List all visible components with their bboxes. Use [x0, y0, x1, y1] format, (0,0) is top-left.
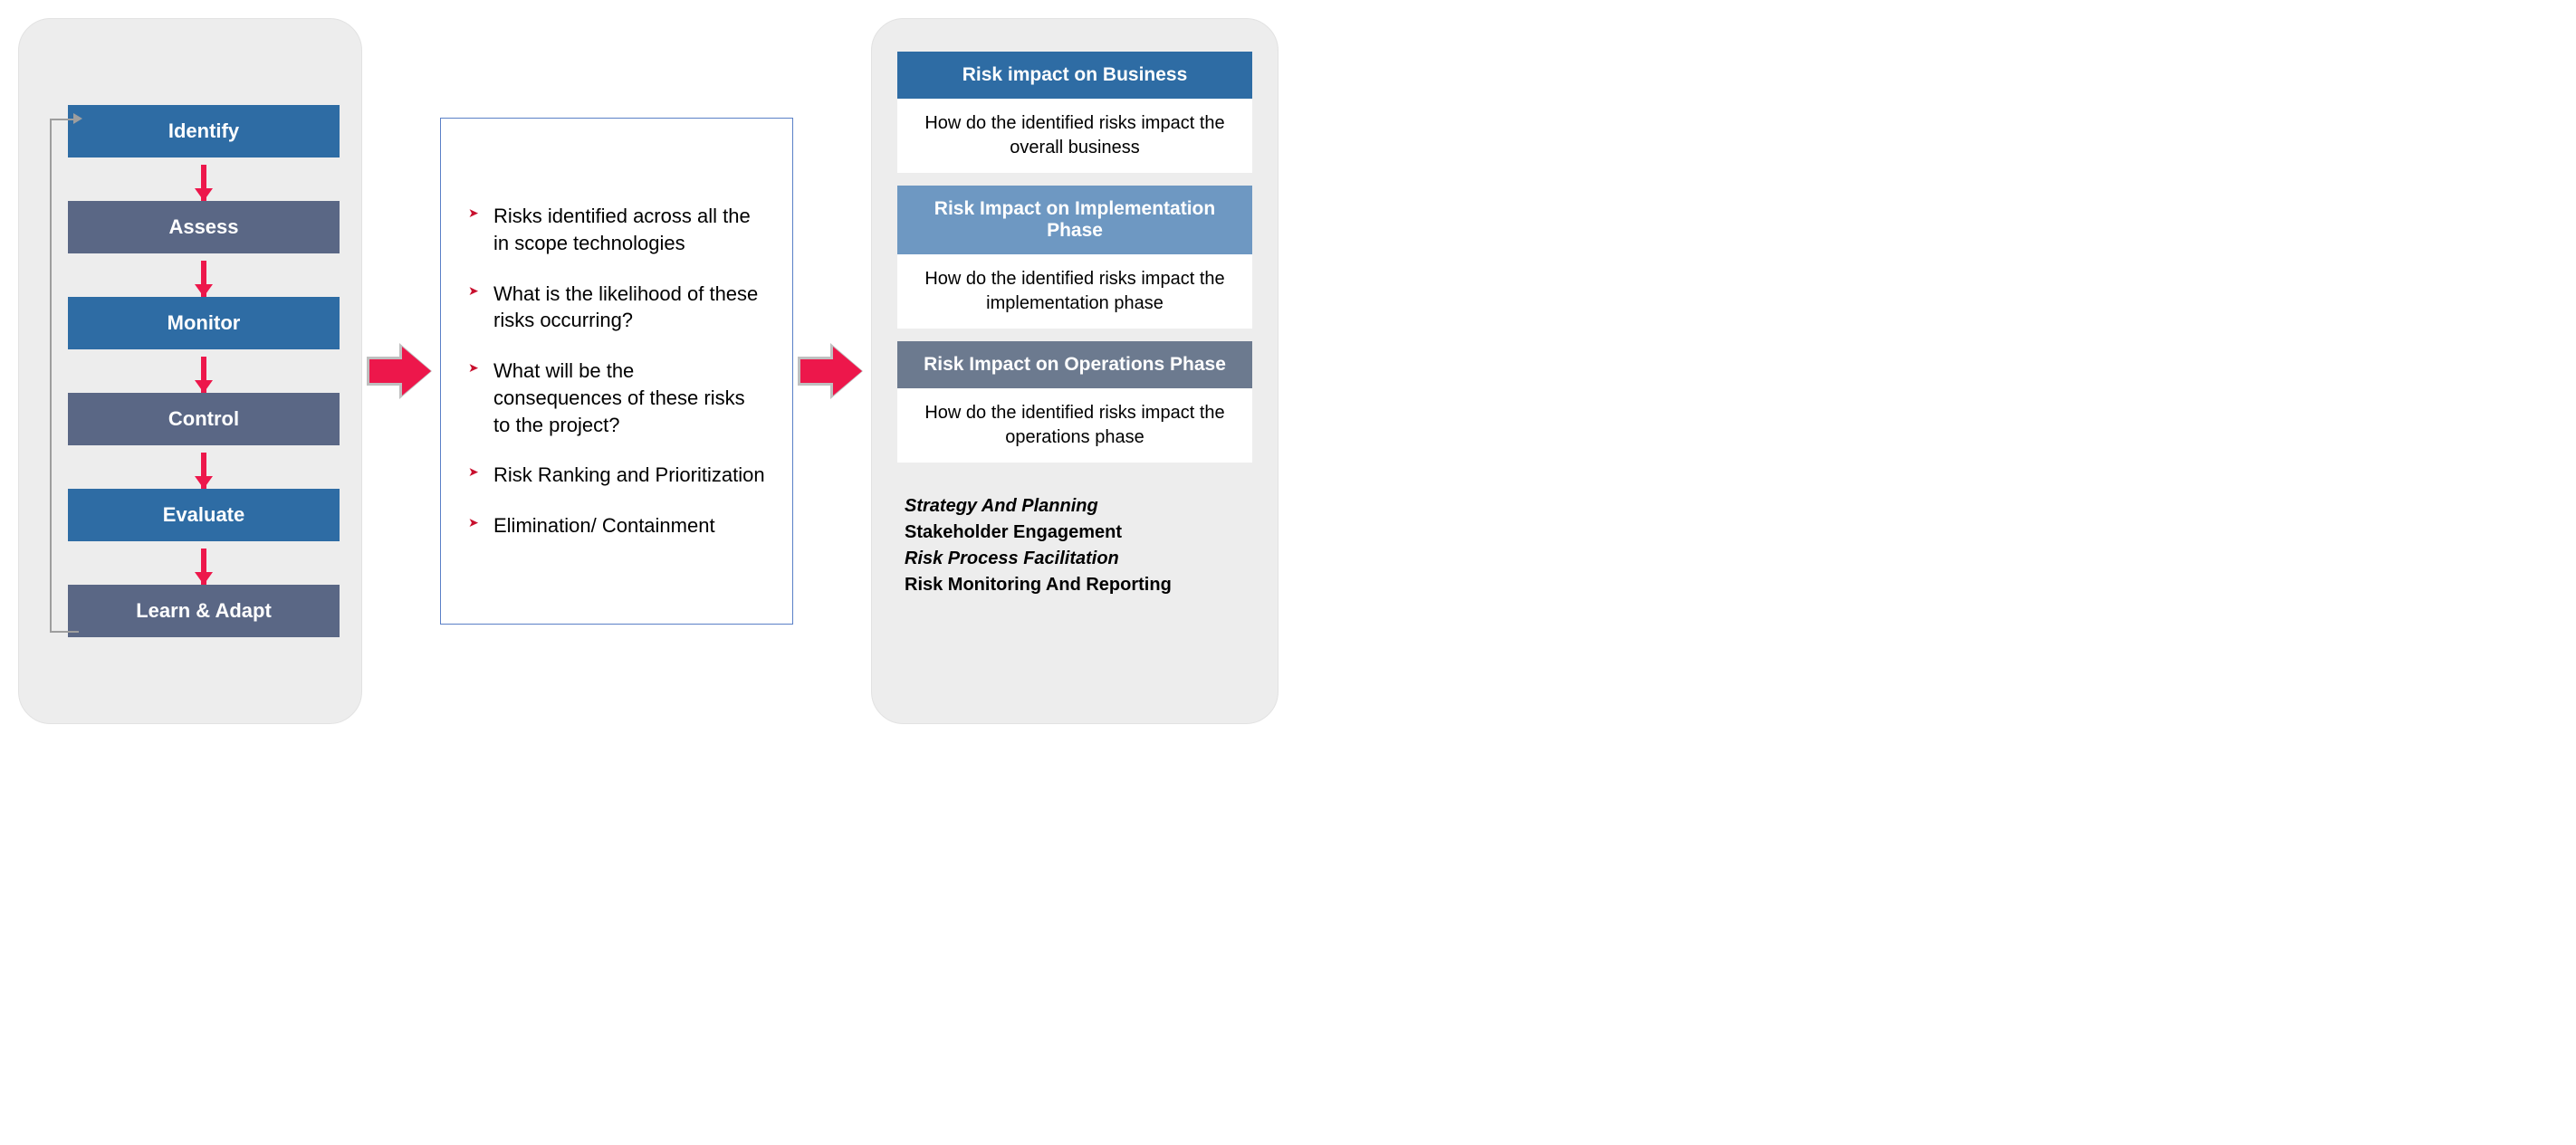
step-identify: Identify [68, 105, 340, 157]
footer-item: Strategy And Planning [905, 493, 1252, 520]
feedback-loop-arrowhead [73, 113, 82, 124]
feedback-loop-bottom [50, 631, 79, 633]
step-control: Control [68, 393, 340, 445]
step-monitor: Monitor [68, 297, 340, 349]
footer-item: Risk Monitoring And Reporting [905, 572, 1252, 598]
impact-section-body: How do the identified risks impact the o… [897, 99, 1252, 173]
impact-section-body: How do the identified risks impact the o… [897, 388, 1252, 463]
impact-panel: Risk impact on BusinessHow do the identi… [871, 18, 1278, 724]
bullet-text: What is the likelihood of these risks oc… [493, 281, 765, 334]
impact-section-head: Risk Impact on Implementation Phase [897, 186, 1252, 254]
bullet-item: Risks identified across all the in scope… [468, 203, 765, 256]
chevron-icon [468, 363, 481, 376]
bullet-item: Risk Ranking and Prioritization [468, 462, 765, 489]
step-stack: Identify Assess Monitor Control Evaluate Lear… [68, 105, 340, 637]
feedback-loop-line [50, 119, 52, 631]
down-arrow-icon [195, 157, 213, 201]
chevron-icon [468, 208, 481, 221]
bullet-list: Risks identified across all the in scope… [468, 203, 765, 539]
impact-section-head: Risk impact on Business [897, 52, 1252, 99]
chevron-icon [468, 286, 481, 299]
down-arrow-icon [195, 349, 213, 393]
impact-sections: Risk impact on BusinessHow do the identi… [897, 52, 1252, 475]
step-assess: Assess [68, 201, 340, 253]
down-arrow-icon [195, 253, 213, 297]
down-arrow-icon [195, 541, 213, 585]
connector-arrow-2 [800, 339, 864, 403]
chevron-icon [468, 518, 481, 530]
footer-item: Stakeholder Engagement [905, 520, 1252, 546]
bullet-item: What will be the consequences of these r… [468, 358, 765, 438]
assessment-questions-panel: Risks identified across all the in scope… [440, 118, 793, 625]
bullet-item: Elimination/ Containment [468, 512, 765, 539]
impact-section-body: How do the identified risks impact the i… [897, 254, 1252, 329]
diagram-canvas: Identify Assess Monitor Control Evaluate Lear… [18, 18, 1403, 724]
process-steps-panel: Identify Assess Monitor Control Evaluate Lear… [18, 18, 362, 724]
connector-arrow-1 [369, 339, 433, 403]
footer-list: Strategy And PlanningStakeholder Engagem… [897, 493, 1252, 598]
impact-section-head: Risk Impact on Operations Phase [897, 341, 1252, 388]
down-arrow-icon [195, 445, 213, 489]
bullet-text: Risks identified across all the in scope… [493, 203, 765, 256]
bullet-text: Elimination/ Containment [493, 512, 715, 539]
chevron-icon [468, 467, 481, 480]
step-evaluate: Evaluate [68, 489, 340, 541]
bullet-item: What is the likelihood of these risks oc… [468, 281, 765, 334]
bullet-text: What will be the consequences of these r… [493, 358, 765, 438]
step-learn-adapt: Learn & Adapt [68, 585, 340, 637]
footer-item: Risk Process Facilitation [905, 546, 1252, 572]
bullet-text: Risk Ranking and Prioritization [493, 462, 765, 489]
